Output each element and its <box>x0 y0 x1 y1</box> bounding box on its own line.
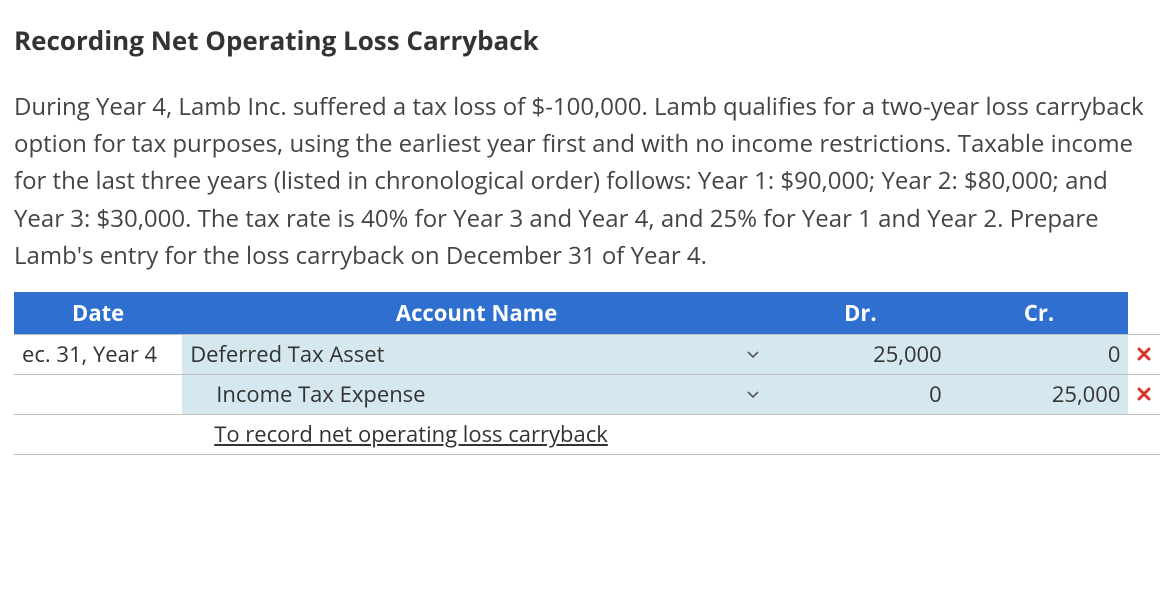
page-title: Recording Net Operating Loss Carryback <box>14 22 1160 58</box>
col-header-cr: Cr. <box>950 292 1129 335</box>
memo-text: To record net operating loss carryback <box>190 419 608 449</box>
debit-cell[interactable]: 0 <box>771 374 950 414</box>
feedback-cell <box>1128 414 1160 454</box>
credit-cell[interactable]: 0 <box>950 334 1129 374</box>
chevron-down-icon <box>745 339 761 369</box>
account-select-value: Income Tax Expense <box>216 379 425 409</box>
memo-cell[interactable]: To record net operating loss carryback <box>182 414 771 454</box>
table-row: ec. 31, Year 4 Deferred Tax Asset 25,000… <box>14 334 1160 374</box>
chevron-down-icon <box>745 379 761 409</box>
page: Recording Net Operating Loss Carryback D… <box>0 0 1174 465</box>
credit-cell[interactable] <box>950 414 1129 454</box>
table-header-row: Date Account Name Dr. Cr. <box>14 292 1160 335</box>
debit-cell[interactable] <box>771 414 950 454</box>
problem-prompt: During Year 4, Lamb Inc. suffered a tax … <box>14 88 1160 274</box>
account-select[interactable]: Deferred Tax Asset <box>182 334 771 374</box>
date-cell[interactable] <box>14 374 182 414</box>
col-header-account: Account Name <box>182 292 771 335</box>
credit-cell[interactable]: 25,000 <box>950 374 1129 414</box>
feedback-cell <box>1128 374 1160 414</box>
table-row: Income Tax Expense 0 25,000 <box>14 374 1160 414</box>
col-header-dr: Dr. <box>771 292 950 335</box>
debit-cell[interactable]: 25,000 <box>771 334 950 374</box>
account-select-value: Deferred Tax Asset <box>190 339 384 369</box>
table-row: To record net operating loss carryback <box>14 414 1160 454</box>
col-header-feedback <box>1128 292 1160 335</box>
col-header-date: Date <box>14 292 182 335</box>
wrong-icon <box>1136 386 1152 402</box>
date-cell[interactable]: ec. 31, Year 4 <box>14 334 182 374</box>
wrong-icon <box>1136 346 1152 362</box>
date-cell[interactable] <box>14 414 182 454</box>
feedback-cell <box>1128 334 1160 374</box>
journal-entry-table: Date Account Name Dr. Cr. ec. 31, Year 4… <box>14 292 1160 455</box>
account-select[interactable]: Income Tax Expense <box>182 374 771 414</box>
